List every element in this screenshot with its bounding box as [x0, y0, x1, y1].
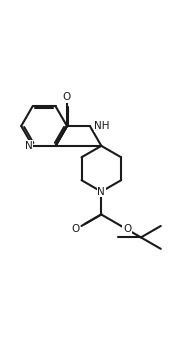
Text: O: O [63, 92, 71, 102]
Text: N: N [25, 141, 33, 151]
Text: NH: NH [94, 121, 110, 131]
Text: O: O [71, 224, 80, 234]
Text: O: O [123, 224, 131, 234]
Text: N: N [97, 187, 105, 197]
